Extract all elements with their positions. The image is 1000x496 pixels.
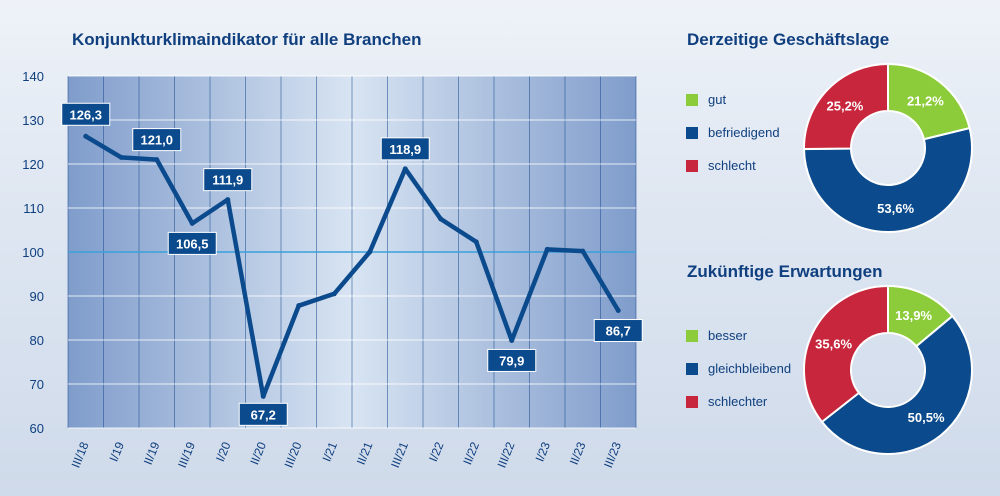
data-point bbox=[118, 154, 124, 160]
y-tick-label: 90 bbox=[30, 289, 44, 304]
x-tick-label: II/22 bbox=[460, 440, 482, 467]
data-label-box bbox=[380, 137, 430, 161]
x-tick-label: I/22 bbox=[426, 440, 447, 464]
data-point bbox=[83, 133, 89, 139]
legend-swatch bbox=[686, 395, 698, 408]
x-tick-label: II/21 bbox=[354, 440, 376, 467]
pie-slice-schlecht bbox=[803, 62, 889, 151]
data-point bbox=[473, 239, 479, 245]
x-tick-label: III/22 bbox=[495, 440, 518, 470]
data-label: 111,9 bbox=[212, 173, 243, 188]
series-line bbox=[83, 134, 621, 399]
x-tick-label: II/19 bbox=[141, 440, 163, 467]
data-point bbox=[296, 303, 302, 309]
data-point bbox=[225, 197, 231, 203]
legend-item: schlechter bbox=[686, 394, 767, 409]
legend-item: besser bbox=[686, 328, 747, 343]
data-label-box bbox=[167, 231, 217, 255]
legend-label: gleichbleibend bbox=[708, 361, 792, 376]
data-label-box bbox=[61, 102, 111, 126]
data-point bbox=[260, 393, 266, 399]
data-label: 121,0 bbox=[140, 133, 173, 148]
data-point bbox=[189, 220, 195, 226]
x-tick-label: I/19 bbox=[107, 440, 128, 464]
x-tick-label: I/23 bbox=[533, 440, 554, 464]
data-label: 79,9 bbox=[499, 353, 524, 368]
x-tick-label: III/21 bbox=[388, 440, 411, 470]
legend-item: gut bbox=[686, 92, 726, 107]
pie-value-label: 53,6% bbox=[877, 201, 914, 216]
legend-item: schlecht bbox=[686, 158, 756, 173]
legend-swatch bbox=[686, 126, 698, 139]
legend-swatch bbox=[686, 329, 698, 342]
pie-value-label: 13,9% bbox=[895, 308, 932, 323]
pie-value-label: 25,2% bbox=[827, 98, 864, 113]
data-label: 86,7 bbox=[606, 324, 631, 339]
pie-title-current: Derzeitige Geschäftslage bbox=[687, 30, 890, 49]
data-point bbox=[154, 157, 160, 163]
pie-title-future: Zukünftige Erwartungen bbox=[687, 262, 883, 281]
data-point bbox=[509, 337, 515, 343]
data-label: 118,9 bbox=[389, 142, 421, 157]
y-tick-label: 70 bbox=[30, 377, 44, 392]
pie-slice-schlechter bbox=[803, 284, 889, 424]
x-tick-label: I/21 bbox=[320, 440, 341, 464]
y-tick-label: 80 bbox=[30, 333, 44, 348]
data-point bbox=[615, 308, 621, 314]
legend-label: schlechter bbox=[708, 394, 768, 409]
data-point bbox=[367, 249, 373, 255]
pie-slice-gut bbox=[887, 62, 971, 141]
x-tick-label: II/20 bbox=[247, 440, 269, 467]
x-tick-label: III/18 bbox=[69, 440, 92, 470]
data-point bbox=[438, 216, 444, 222]
legend-swatch bbox=[686, 93, 698, 106]
x-tick-label: III/23 bbox=[601, 440, 624, 470]
y-tick-label: 130 bbox=[22, 113, 44, 128]
data-label: 126,3 bbox=[69, 107, 102, 122]
legend-swatch bbox=[686, 159, 698, 172]
y-tick-label: 120 bbox=[22, 157, 44, 172]
x-tick-label: I/20 bbox=[213, 440, 234, 464]
legend-label: schlecht bbox=[708, 158, 756, 173]
y-tick-label: 140 bbox=[22, 69, 44, 84]
pie-value-label: 21,2% bbox=[907, 93, 944, 108]
x-tick-label: III/20 bbox=[282, 440, 305, 470]
data-label: 67,2 bbox=[251, 407, 276, 422]
legend-label: besser bbox=[708, 328, 748, 343]
data-label-box bbox=[238, 402, 288, 426]
data-point bbox=[580, 248, 586, 254]
data-label-box bbox=[203, 168, 253, 192]
data-label: 106,5 bbox=[176, 236, 209, 251]
legend-label: befriedigend bbox=[708, 125, 780, 140]
data-point bbox=[331, 291, 337, 297]
y-tick-label: 60 bbox=[30, 421, 44, 436]
legend-swatch bbox=[686, 362, 698, 375]
data-label-box bbox=[487, 348, 537, 372]
data-label-box bbox=[132, 128, 182, 152]
legend-item: gleichbleibend bbox=[686, 361, 791, 376]
x-tick-label: II/23 bbox=[567, 440, 589, 467]
pie-slice-befriedigend bbox=[802, 126, 973, 233]
legend-item: befriedigend bbox=[686, 125, 780, 140]
legend-label: gut bbox=[708, 92, 727, 107]
y-tick-label: 110 bbox=[23, 201, 44, 216]
pie-value-label: 35,6% bbox=[815, 337, 852, 352]
pie-value-label: 50,5% bbox=[908, 410, 945, 425]
data-point bbox=[402, 166, 408, 172]
x-tick-label: III/19 bbox=[175, 440, 198, 470]
y-tick-label: 100 bbox=[22, 245, 44, 260]
chart-title: Konjunkturklimaindikator für alle Branch… bbox=[72, 30, 422, 49]
data-label-box bbox=[593, 319, 643, 343]
pie-slice-gleichbleibend bbox=[820, 314, 973, 456]
data-point bbox=[544, 246, 550, 252]
